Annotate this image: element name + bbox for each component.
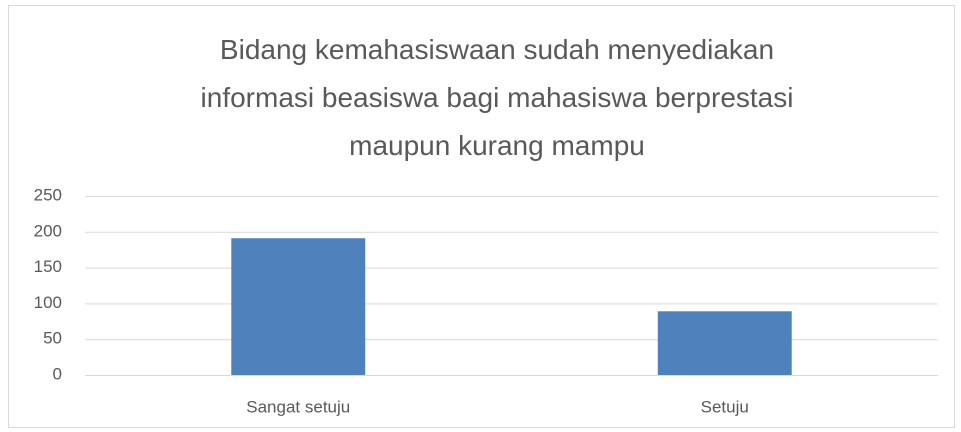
y-tick-label: 250	[34, 185, 62, 204]
x-tick-label: Sangat setuju	[246, 397, 350, 416]
y-tick-label: 0	[53, 364, 62, 383]
y-tick-label: 200	[34, 221, 62, 240]
y-tick-label: 150	[34, 257, 62, 276]
bar	[657, 311, 792, 375]
y-tick-label: 50	[43, 329, 62, 348]
bar	[231, 238, 366, 375]
chart-frame	[8, 5, 955, 428]
y-tick-label: 100	[34, 293, 62, 312]
chart-title: Bidang kemahasiswaan sudah menyediakan i…	[200, 34, 794, 161]
x-tick-label: Setuju	[701, 397, 749, 416]
